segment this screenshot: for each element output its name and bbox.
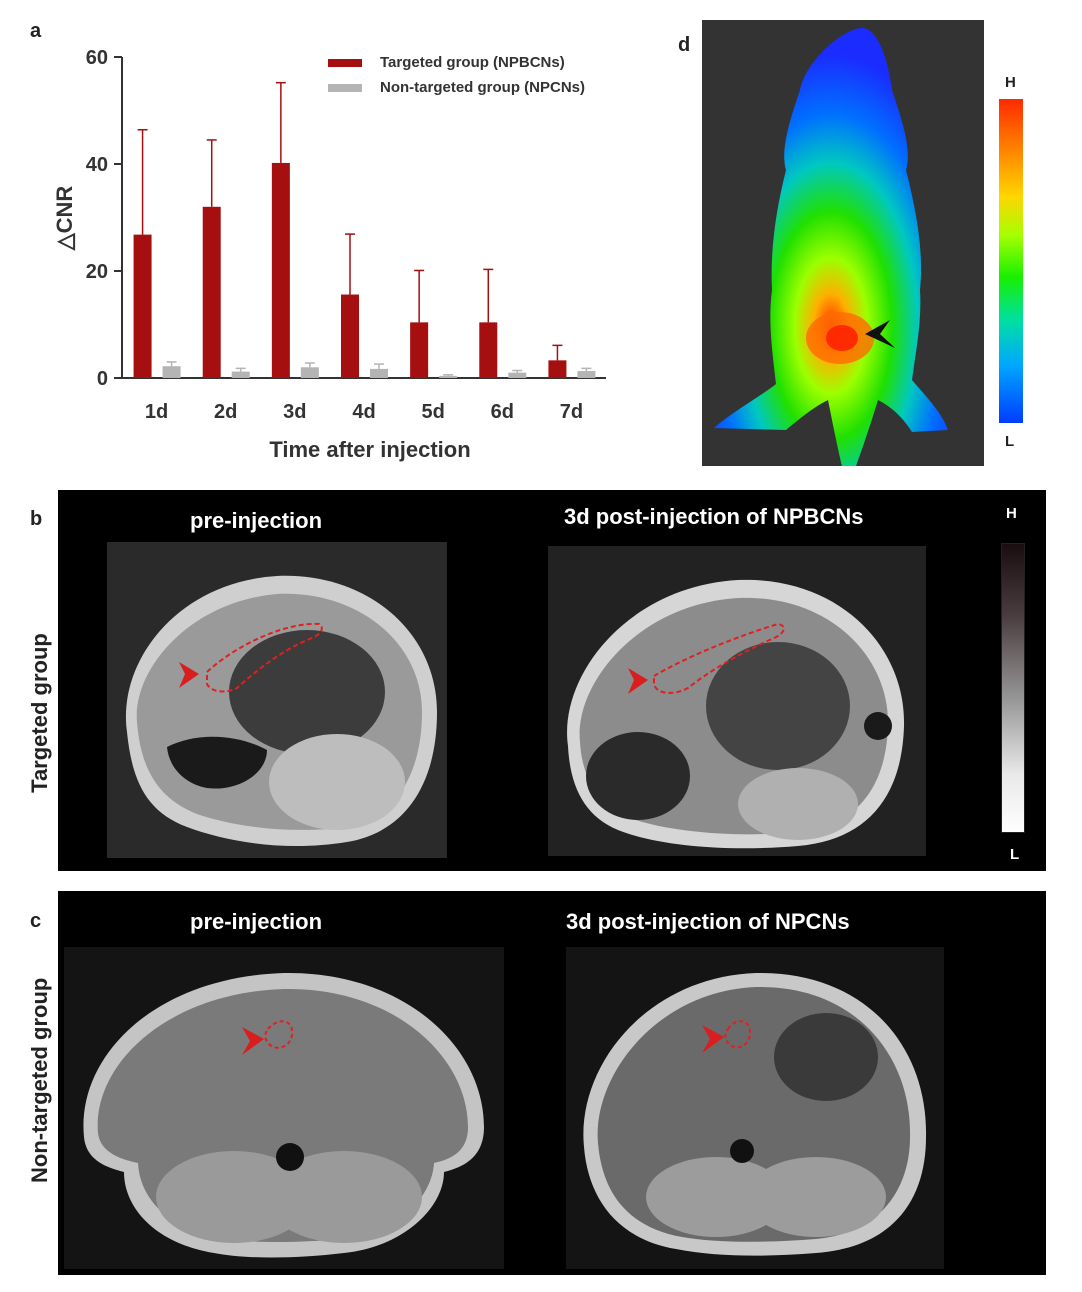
- row-label-targeted: Targeted group: [27, 633, 52, 793]
- mri-image-targeted-post: [548, 546, 926, 856]
- bar: [370, 368, 388, 378]
- panel-label-b: b: [30, 508, 43, 530]
- x-tick-label: 3d: [283, 401, 306, 423]
- mri-panel-non-targeted: pre-injection 3d post-injection of NPCNs: [58, 891, 1046, 1275]
- mri-image-non-targeted-post: [566, 947, 944, 1269]
- panel-b-left-title: pre-injection: [190, 508, 323, 533]
- bar: [271, 162, 290, 378]
- mri-image-non-targeted-pre: [64, 947, 504, 1269]
- panel-c-right-title: 3d post-injection of NPCNs: [566, 909, 850, 934]
- legend-swatch: [328, 84, 362, 92]
- panel-label-a: a: [30, 20, 42, 42]
- fluorescence-colorbar: [999, 99, 1023, 423]
- colorbar-b-low-label: L: [1010, 846, 1020, 863]
- mri-colorbar: [1001, 543, 1025, 833]
- bar: [162, 366, 181, 378]
- bar: [231, 371, 250, 378]
- bar: [202, 206, 221, 378]
- x-tick-label: 7d: [560, 401, 583, 423]
- x-tick-label: 6d: [491, 401, 514, 423]
- bar: [479, 322, 498, 378]
- x-tick-label: 4d: [352, 401, 375, 423]
- red-arrowhead: [242, 1027, 264, 1055]
- legend-label: Non-targeted group (NPCNs): [380, 79, 585, 96]
- bar: [548, 360, 567, 378]
- row-label-non-targeted: Non-targeted group: [27, 977, 52, 1183]
- mri-panel-targeted: pre-injection 3d post-injection of NPBCN…: [58, 490, 1046, 871]
- legend-swatch: [328, 59, 362, 67]
- red-arrowhead: [628, 668, 648, 694]
- bar: [410, 322, 429, 378]
- bar-chart: 0 20 40 60 1d 2d 3d 4d 5d 6d 7d △CNR Time after inje…: [52, 47, 606, 462]
- y-tick-label: 0: [97, 368, 108, 390]
- bar: [439, 375, 458, 378]
- bar: [133, 234, 152, 378]
- x-tick-label: 5d: [421, 401, 444, 423]
- black-arrowhead: [865, 320, 895, 348]
- y-tick-label: 40: [86, 154, 108, 176]
- panel-label-c: c: [30, 910, 42, 932]
- panel-c-left-title: pre-injection: [190, 909, 323, 934]
- legend-label: Targeted group (NPBCNs): [380, 54, 565, 71]
- bar: [508, 372, 527, 378]
- y-axis-label: △CNR: [52, 186, 77, 252]
- y-tick-label: 60: [86, 47, 108, 69]
- colorbar-b-high-label: H: [1006, 505, 1017, 522]
- colorbar-d-high-label: H: [1005, 74, 1016, 91]
- bar: [341, 294, 359, 378]
- fluorescence-image: [702, 20, 984, 466]
- bar: [300, 367, 319, 378]
- x-axis-label: Time after injection: [269, 437, 470, 462]
- bar: [577, 371, 596, 378]
- x-tick-label: 1d: [145, 401, 168, 423]
- mri-image-targeted-pre: [107, 542, 447, 858]
- y-tick-label: 20: [86, 261, 108, 283]
- red-arrowhead: [179, 662, 199, 688]
- x-tick-label: 2d: [214, 401, 237, 423]
- panel-b-right-title: 3d post-injection of NPBCNs: [564, 504, 864, 529]
- colorbar-d-low-label: L: [1005, 433, 1015, 450]
- panel-label-d: d: [678, 34, 691, 56]
- red-arrowhead: [702, 1025, 724, 1053]
